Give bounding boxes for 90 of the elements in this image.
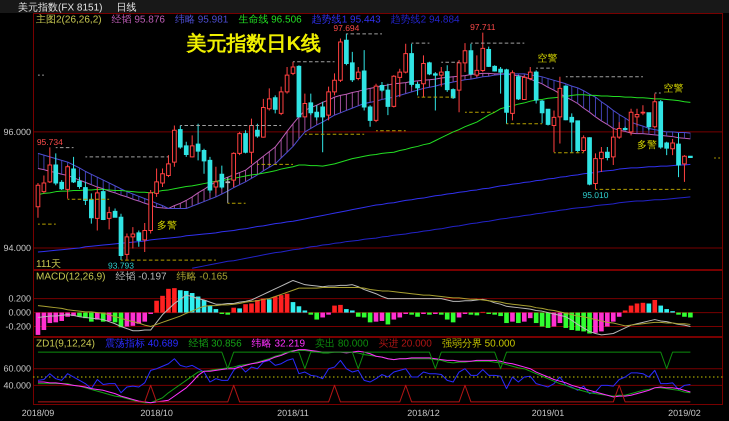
ref-line-label: 强弱分界 50.000 [442,338,516,350]
line-series [37,286,691,328]
series-label: 经韬 30.856 [188,338,242,350]
candlestick [302,93,308,118]
y-tick-label: 96.000 [3,126,31,137]
candlestick [290,61,296,76]
candlestick [249,118,254,164]
candlestick [47,146,52,184]
x-tick-label: 2018/10 [140,408,173,418]
annotation: 日线 [116,2,136,14]
chart-subtitle: 主图2(26,26,2) [36,14,102,26]
bar [652,300,658,313]
y-tick-label: 0.000 [8,308,31,318]
candlestick [682,154,687,182]
candlestick [255,123,260,138]
x-tick-label: 2019/01 [532,408,564,418]
candlestick [646,112,652,131]
bar [386,312,390,324]
candlestick [510,70,515,121]
candlestick [534,70,539,104]
text: 纬略 95.981 [174,14,229,26]
text: 趋势线2 94.884 [390,14,460,26]
text: 纬略 -0.165 [176,270,228,282]
candlestick [605,146,610,161]
candlestick [225,176,230,204]
y-tick-label: 0.200 [8,294,31,304]
candlestick [688,156,693,159]
series-label: 震荡指标 40.689 [104,338,179,350]
x-tick-label: 2018/11 [277,408,309,418]
annotation: 95.010 [582,190,609,200]
annotation: 111天 [36,259,62,270]
candlestick [219,165,224,190]
candlestick [272,94,278,114]
annotation: 97.694 [333,23,360,34]
series-label: 卖出 80.000 [315,338,369,350]
candlestick [468,43,474,76]
bar [231,308,236,313]
candlestick [214,166,218,194]
chart-title: MACD(12,26,9) [36,272,106,282]
annotation: 空警 [663,82,684,95]
candlestick [243,130,248,154]
candlestick [652,93,658,129]
annotation: 多警 [637,139,658,152]
text: 经韬 -0.197 [115,270,168,282]
text: 趋势线1 95.443 [312,14,382,26]
annotation: 93.793 [108,260,134,270]
candlestick [296,64,302,118]
candlestick [622,126,628,131]
text: 美元指数日K线 [186,32,322,55]
candlestick [356,66,361,81]
candlestick [581,134,586,153]
line-series [37,164,691,253]
candlestick [670,138,675,156]
bar [646,304,652,313]
chart-title: ZD1(9,12,24) [36,338,95,350]
annotation: 空警 [538,52,558,64]
y-tick-label: -0.200 [5,322,31,332]
candlestick [106,206,112,230]
line-series [37,358,691,394]
bar [510,312,515,322]
candlestick [676,132,681,178]
y-tick-label: 40.000 [3,380,31,390]
series-label: 纬略 32.219 [252,338,306,350]
annotation: 美元指数(FX 8151) [18,2,102,14]
x-tick-label: 2018/09 [22,408,54,418]
candlestick [374,83,378,123]
candlestick [640,104,646,116]
candlestick [100,188,106,221]
annotation: 97.711 [470,22,496,32]
candlestick [587,136,592,186]
x-tick-label: 2019/02 [668,408,701,418]
annotation: 多警 [156,220,177,232]
candlestick [65,164,70,200]
candlestick [516,74,521,101]
text: 生命线 96.506 [238,14,302,26]
candlestick [136,230,142,248]
text: 买进 20.000 [378,338,432,350]
x-tick-label: 2018/12 [407,408,440,418]
candlestick [190,134,195,158]
text: 经韬 95.876 [112,14,166,26]
annotation: 95.734 [36,136,64,147]
bar [266,299,272,313]
candlestick [421,54,426,98]
bar [516,312,521,324]
y-tick-label: 94.000 [3,242,31,253]
bar [237,308,242,313]
y-tick-label: 60.000 [3,364,31,374]
candlestick [172,125,177,168]
candlestick [438,66,444,88]
candlestick [94,186,100,232]
